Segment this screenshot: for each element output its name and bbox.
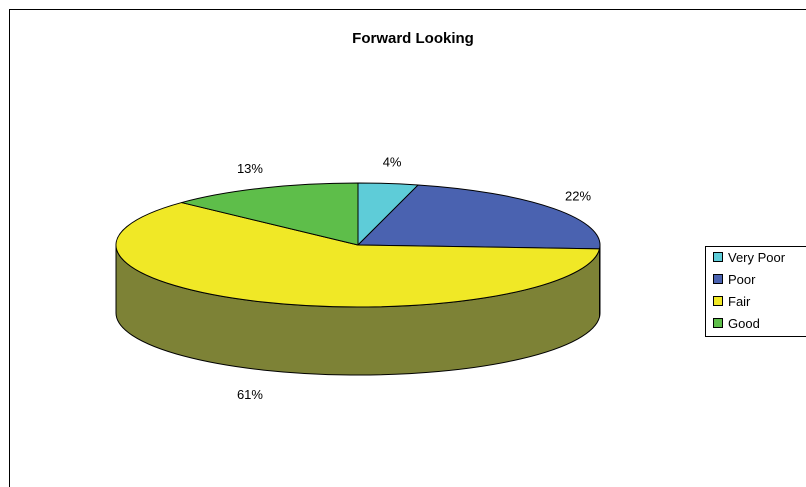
legend-swatch-very-poor — [713, 252, 723, 262]
pie-slice-fair — [115, 202, 601, 308]
legend-swatch-poor — [713, 274, 723, 284]
legend-label-good: Good — [728, 316, 760, 331]
pie-slice-poor — [357, 184, 601, 250]
pie-slices — [115, 182, 601, 308]
legend: Very Poor Poor Fair Good — [705, 246, 806, 337]
data-label-very-poor: 4% — [383, 155, 402, 170]
data-labels: 4% 22% 61% 13% — [237, 155, 592, 402]
legend-swatch-good — [713, 318, 723, 328]
legend-label-fair: Fair — [728, 294, 751, 309]
data-label-good: 13% — [237, 161, 263, 176]
pie-slice-good — [181, 182, 359, 246]
chart-title: Forward Looking — [352, 30, 474, 47]
legend-label-poor: Poor — [728, 272, 756, 287]
legend-swatch-fair — [713, 296, 723, 306]
legend-label-very-poor: Very Poor — [728, 250, 786, 265]
data-label-poor: 22% — [565, 189, 591, 204]
data-label-fair: 61% — [237, 387, 263, 402]
